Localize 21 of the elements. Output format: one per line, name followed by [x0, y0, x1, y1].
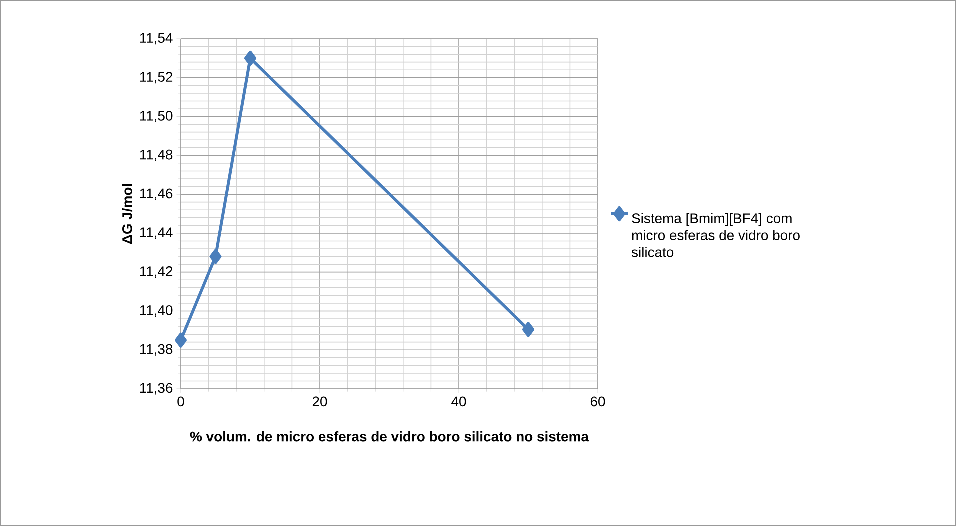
- y-tick-label: 11,36: [140, 383, 173, 395]
- x-axis-title: % volum. de micro esferas de vidro boro silicato no sistema: [190, 431, 590, 442]
- point: [522, 322, 535, 338]
- y-tick-label: 11,40: [140, 305, 173, 317]
- y-tick-label: 11,52: [140, 72, 173, 84]
- x-tick-label: 60: [590, 396, 606, 407]
- legend-label: Sistema [Bmim][BF4] com micro esferas de vidro boro silicato: [632, 213, 800, 258]
- y-tick-label: 11,46: [140, 188, 173, 200]
- x-tick-label: 40: [452, 396, 466, 407]
- y-tick-label: 11,44: [140, 228, 173, 240]
- x-tick-label: 20: [312, 396, 328, 407]
- point: [175, 332, 187, 348]
- y-tick-label: 11,42: [140, 266, 173, 278]
- y-tick-label: 11,50: [140, 111, 173, 123]
- x-tick-label: 0: [178, 396, 184, 407]
- y-tick-label: 11,54: [140, 33, 173, 45]
- point: [210, 249, 222, 264]
- point: [244, 50, 256, 66]
- y-tick-label: 11,48: [140, 150, 173, 162]
- y-tick-label: 11,38: [140, 344, 173, 356]
- y-axis-title: ΔG J/mol: [122, 184, 133, 244]
